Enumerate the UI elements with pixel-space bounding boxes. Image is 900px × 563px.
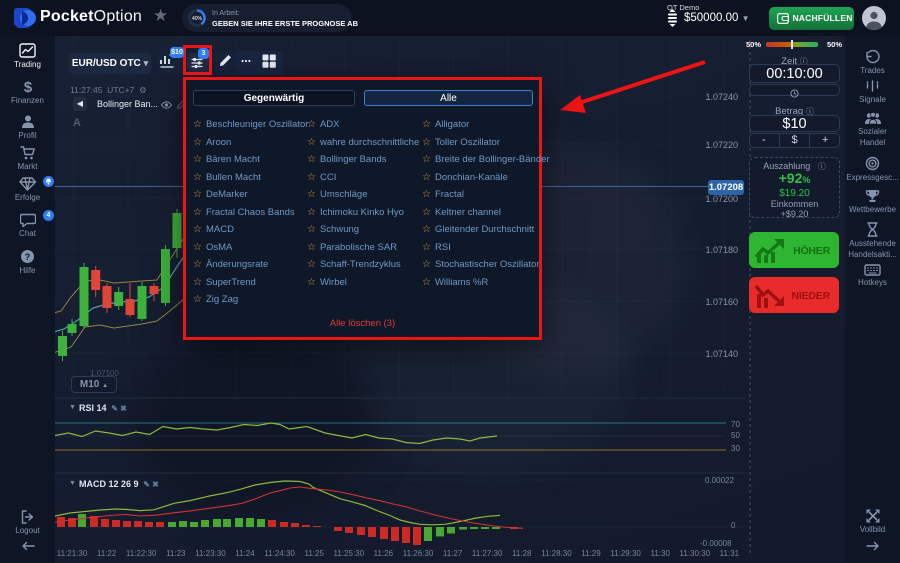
svg-text:?: ?	[25, 252, 31, 262]
svg-text:40%: 40%	[192, 16, 203, 22]
svg-text:$: $	[23, 79, 32, 94]
